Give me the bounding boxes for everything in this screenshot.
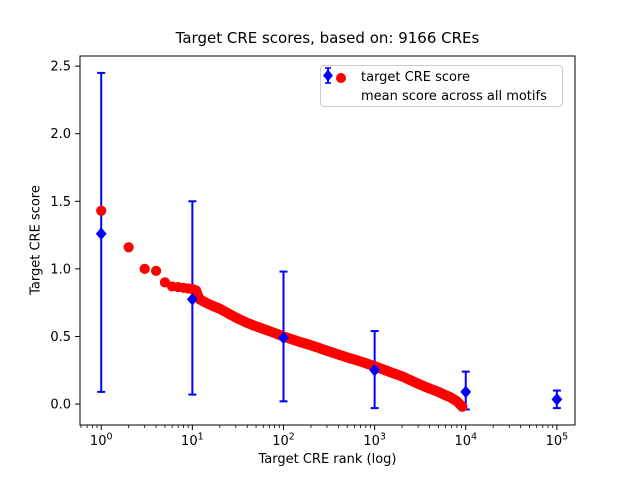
svg-text:2.0: 2.0	[50, 127, 71, 142]
svg-text:0.5: 0.5	[50, 330, 71, 345]
svg-text:1.0: 1.0	[50, 262, 71, 277]
x-axis-label: Target CRE rank (log)	[258, 452, 397, 467]
y-axis-label: Target CRE score	[28, 185, 44, 295]
svg-text:101: 101	[181, 432, 204, 450]
legend: target CRE score mean score across all m…	[320, 65, 563, 107]
circle-marker-icon	[336, 72, 346, 83]
svg-text:102: 102	[272, 432, 295, 450]
diamond-errorbar-icon	[323, 67, 333, 84]
svg-text:2.5: 2.5	[50, 60, 71, 75]
svg-text:105: 105	[546, 432, 569, 450]
legend-entry-target-score: target CRE score	[321, 68, 562, 87]
svg-text:104: 104	[454, 432, 477, 450]
svg-text:0.0: 0.0	[50, 398, 71, 413]
legend-entry-mean-score: mean score across all motifs	[321, 67, 562, 106]
svg-text:1.5: 1.5	[50, 195, 71, 210]
legend-label: mean score across all motifs	[361, 89, 547, 104]
svg-text:103: 103	[363, 432, 386, 450]
chart-title: Target CRE scores, based on: 9166 CREs	[175, 29, 480, 47]
legend-marker-cell	[321, 72, 361, 83]
legend-label: target CRE score	[361, 70, 471, 85]
svg-text:100: 100	[90, 432, 113, 450]
